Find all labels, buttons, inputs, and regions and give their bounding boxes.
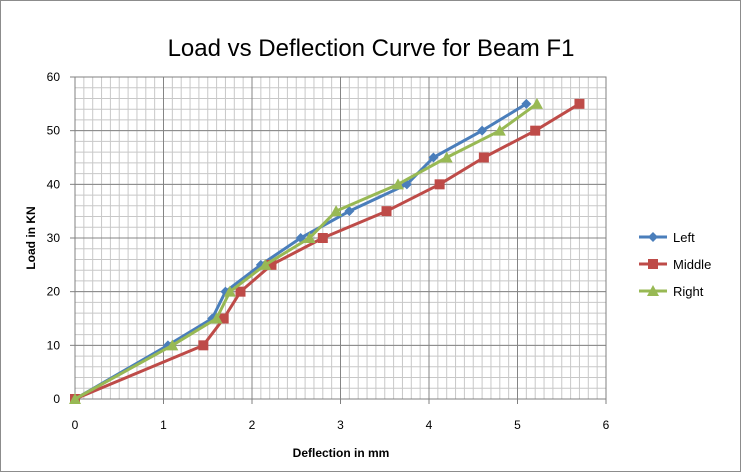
data-point-middle	[381, 206, 392, 217]
x-axis-label: Deflection in mm	[293, 446, 390, 460]
data-point-middle	[317, 233, 328, 243]
legend-item-right: Right	[639, 284, 704, 299]
x-tick-label: 2	[249, 418, 256, 432]
data-point-left	[521, 98, 532, 109]
y-tick-label: 40	[47, 177, 61, 191]
data-point-left	[428, 152, 439, 163]
y-tick-label: 20	[47, 285, 61, 299]
legend-marker-left	[648, 232, 658, 242]
data-point-middle	[266, 259, 277, 270]
grid	[74, 76, 607, 400]
legend-label-middle: Middle	[673, 257, 711, 272]
legend-marker-middle	[648, 259, 658, 269]
data-point-right	[303, 232, 316, 243]
data-point-middle	[235, 286, 246, 297]
data-point-middle	[434, 179, 445, 190]
x-tick-label: 3	[337, 418, 344, 432]
x-tick-label: 1	[160, 418, 167, 432]
data-point-right	[440, 151, 453, 163]
data-point-right	[493, 124, 506, 136]
y-tick-label: 50	[47, 124, 61, 138]
y-tick-label: 0	[53, 392, 60, 406]
series-right	[69, 97, 543, 404]
chart-title: Load vs Deflection Curve for Beam F1	[168, 35, 575, 62]
y-tick-label: 10	[47, 338, 61, 352]
legend-marker-right	[647, 285, 659, 296]
x-tick-label: 0	[72, 418, 79, 432]
data-point-middle	[530, 125, 541, 136]
data-point-left	[477, 125, 488, 136]
data-point-left	[344, 206, 355, 217]
series-left	[70, 98, 532, 404]
data-point-middle	[478, 152, 489, 163]
data-point-right	[530, 97, 543, 109]
data-point-middle	[218, 313, 229, 324]
y-axis-label: Load in KN	[24, 206, 38, 269]
data-point-right	[259, 258, 272, 270]
data-point-right	[166, 339, 179, 351]
data-point-right	[210, 312, 223, 324]
data-point-right	[392, 178, 405, 190]
series-layer	[69, 97, 585, 404]
series-line-right	[74, 102, 538, 401]
legend-label-left: Left	[673, 230, 695, 245]
x-tick-label: 6	[603, 418, 610, 432]
y-tick-label: 60	[47, 70, 61, 84]
series-line-left	[74, 102, 528, 401]
data-point-right	[330, 205, 343, 217]
y-tick-label: 30	[47, 231, 61, 245]
data-point-middle	[198, 340, 209, 351]
legend-item-middle: Middle	[639, 257, 711, 272]
series-middle	[70, 98, 585, 404]
legend-item-left: Left	[639, 230, 695, 245]
x-tick-label: 4	[426, 418, 433, 432]
data-point-right	[223, 285, 236, 297]
data-point-right	[69, 393, 81, 404]
legend-label-right: Right	[673, 284, 704, 299]
x-tick-label: 5	[514, 418, 521, 432]
data-point-middle	[574, 98, 585, 109]
legend: Left Middle Right	[639, 230, 711, 299]
